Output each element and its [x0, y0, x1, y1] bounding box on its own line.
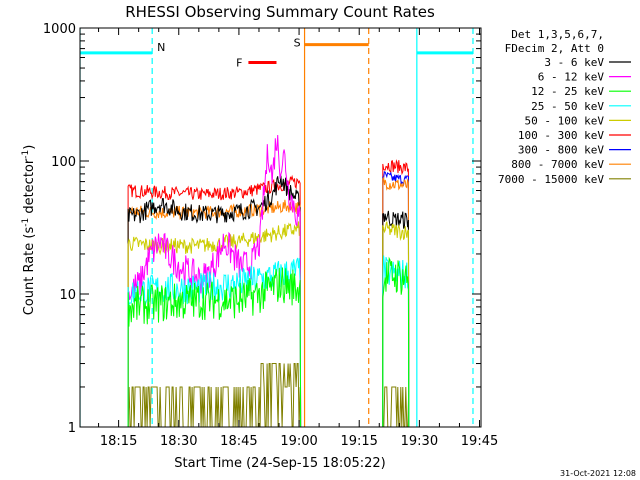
series-line [127, 257, 302, 427]
x-tick-label: 18:45 [220, 434, 257, 449]
x-tick-label: 19:00 [280, 434, 317, 449]
series-line [382, 210, 410, 427]
series-line [382, 386, 410, 427]
legend: Det 1,3,5,6,7,FDecim 2, Att 03 - 6 keV 6 … [498, 28, 631, 186]
flag-label: N [157, 41, 165, 54]
legend-label: 7000 - 15000 keV [498, 173, 604, 186]
legend-label: 25 - 50 keV [531, 100, 604, 113]
x-axis: 18:15 18:30 18:45 19:00 19:15 19:30 19:45 [98, 28, 498, 449]
legend-header: FDecim 2, Att 0 [505, 42, 604, 55]
time-marker-layer [80, 28, 474, 427]
x-tick-label: 18:30 [160, 434, 197, 449]
legend-label: 300 - 800 keV [518, 144, 604, 157]
legend-label: 6 - 12 keV [538, 71, 605, 84]
y-tick-label: 1 [68, 421, 76, 436]
y-axis-label-part: Count Rate (s [22, 227, 37, 316]
series-line [382, 177, 410, 427]
bin-layer [127, 363, 410, 427]
series-line [382, 256, 410, 427]
x-tick-label: 18:15 [100, 434, 137, 449]
series-line [127, 199, 302, 427]
y-axis-label: Count Rate (s-1 detector-1) [21, 145, 37, 316]
y-axis-label-exponent: -1 [21, 218, 31, 227]
series-line [127, 267, 302, 427]
legend-label: 800 - 7000 keV [511, 158, 604, 171]
legend-label: 50 - 100 keV [525, 114, 605, 127]
y-axis-label-exponent: -1 [21, 150, 31, 159]
plot-frame [79, 27, 482, 428]
legend-label: 100 - 300 keV [518, 129, 604, 142]
x-tick-label: 19:30 [401, 434, 438, 449]
series-line [127, 134, 302, 427]
generation-date: 31-Oct-2021 12:08 [560, 469, 636, 478]
x-tick-label: 19:15 [340, 434, 377, 449]
legend-label: 12 - 25 keV [531, 85, 604, 98]
series-line [127, 175, 302, 427]
flag-layer [80, 43, 473, 65]
x-tick-label: 19:45 [461, 434, 498, 449]
y-axis: 1 10 100 1000 [43, 22, 481, 436]
y-axis-label-part: ) [22, 145, 37, 150]
legend-label: 3 - 6 keV [544, 56, 604, 69]
series-line [127, 363, 301, 427]
series-line [382, 221, 410, 427]
flag-label: S [294, 37, 301, 50]
y-tick-label: 10 [59, 288, 76, 303]
legend-header: Det 1,3,5,6,7, [511, 28, 604, 41]
series-line [382, 159, 410, 427]
chart-title: RHESSI Observing Summary Count Rates [125, 3, 435, 21]
plot-area [80, 28, 474, 427]
y-axis-label-part: detector [22, 158, 37, 218]
y-tick-label: 100 [51, 155, 76, 170]
flag-labels: N F S [157, 37, 300, 70]
series-layer [127, 134, 410, 427]
x-axis-label: Start Time (24-Sep-15 18:05:22) [174, 456, 385, 471]
y-tick-label: 1000 [43, 22, 76, 37]
flag-label: F [236, 57, 242, 70]
